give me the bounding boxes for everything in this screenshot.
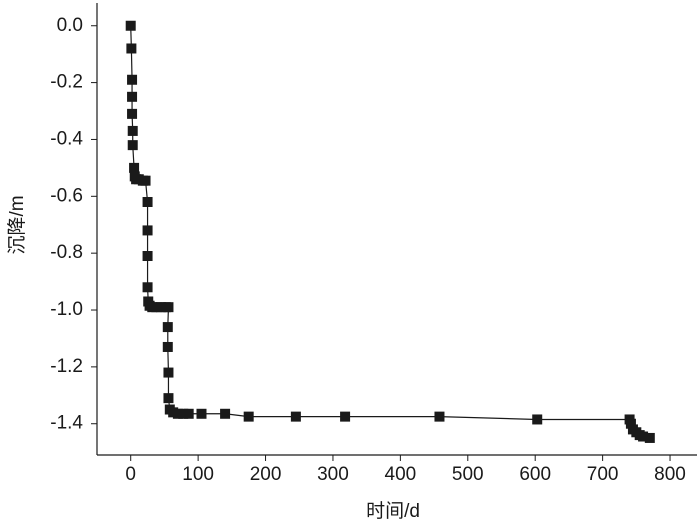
marker — [162, 322, 173, 333]
x-axis-label: 时间/d — [366, 500, 420, 522]
y-tick-label: -1.0 — [50, 299, 83, 320]
marker — [162, 341, 173, 352]
marker — [142, 282, 153, 293]
marker — [340, 411, 351, 422]
marker — [220, 408, 231, 419]
marker — [243, 411, 254, 422]
x-tick-label: 800 — [654, 464, 686, 485]
x-tick-label: 700 — [587, 464, 619, 485]
marker — [290, 411, 301, 422]
marker — [638, 431, 649, 442]
marker — [163, 393, 174, 404]
marker — [172, 408, 183, 419]
y-tick-label: -0.8 — [50, 242, 83, 263]
marker — [127, 91, 138, 102]
marker — [126, 43, 137, 54]
x-tick-label: 300 — [317, 464, 349, 485]
x-tick-label: 500 — [452, 464, 484, 485]
marker — [644, 432, 655, 443]
x-tick-label: 200 — [250, 464, 282, 485]
y-axis-label: 沉降/m — [6, 195, 28, 254]
marker — [625, 418, 636, 429]
x-tick-label: 600 — [519, 464, 551, 485]
y-tick-label: -0.2 — [50, 72, 83, 93]
marker — [178, 408, 189, 419]
marker — [127, 74, 138, 85]
y-tick-label: 0.0 — [57, 15, 83, 36]
x-tick-label: 100 — [182, 464, 214, 485]
marker — [434, 411, 445, 422]
marker — [183, 408, 194, 419]
marker — [125, 20, 136, 31]
marker — [196, 408, 207, 419]
y-tick-label: -0.6 — [50, 185, 83, 206]
x-tick-label: 0 — [125, 464, 136, 485]
series-line — [130, 25, 650, 439]
marker — [127, 125, 138, 136]
marker — [142, 225, 153, 236]
marker — [163, 302, 174, 313]
marker — [140, 175, 151, 186]
y-tick-label: -0.4 — [50, 128, 83, 149]
marker — [127, 140, 138, 151]
x-tick-label: 400 — [385, 464, 417, 485]
marker — [142, 251, 153, 262]
marker — [532, 414, 543, 425]
marker — [129, 162, 140, 173]
y-tick-label: -1.2 — [50, 356, 83, 377]
marker — [163, 367, 174, 378]
y-tick-label: -1.4 — [50, 413, 83, 434]
marker — [142, 196, 153, 207]
marker — [127, 108, 138, 119]
